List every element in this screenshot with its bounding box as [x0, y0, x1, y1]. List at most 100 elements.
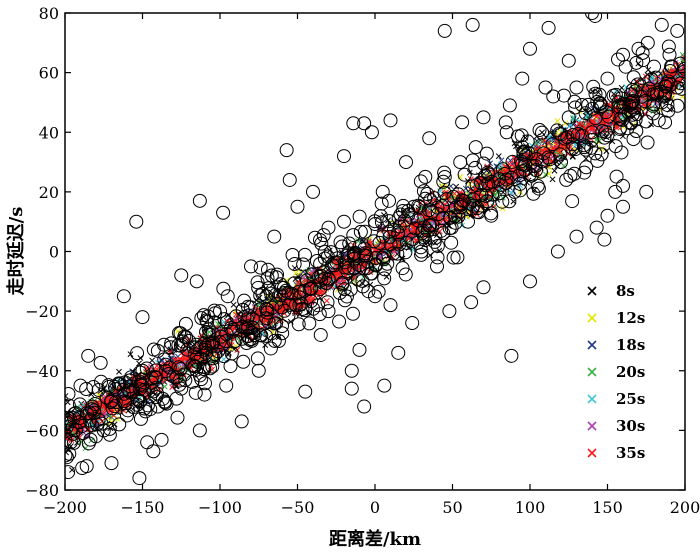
legend-item-20s: 20s [587, 363, 645, 381]
outlier-point [382, 229, 397, 244]
series-point [536, 144, 542, 151]
outlier-point [660, 76, 675, 91]
outlier-point [319, 276, 334, 291]
outlier-point [357, 399, 372, 414]
outlier-point [444, 235, 459, 250]
series-point [408, 222, 415, 229]
outlier-point [597, 232, 612, 247]
y-axis-title: 走时延迟/s [6, 207, 27, 296]
ticks-layer: −200 −150 −100 −50 0 50 100 150 200−80−60−40−200… [25, 4, 700, 517]
series-point [583, 155, 589, 162]
outlier-point [158, 364, 173, 379]
outlier-point [120, 408, 134, 423]
outlier-point [589, 220, 604, 235]
outlier-point [216, 205, 231, 220]
series-point [507, 157, 514, 164]
outlier-point [581, 97, 596, 112]
outlier-point [560, 130, 575, 145]
outlier-point [622, 98, 637, 113]
outlier-point [437, 165, 452, 180]
series-point [539, 129, 545, 136]
outlier-point [178, 316, 193, 331]
outlier-point [479, 146, 494, 161]
outlier-point [132, 382, 147, 397]
outlier-point [132, 471, 147, 486]
outlier-point [244, 332, 259, 347]
outlier-point [104, 456, 119, 471]
legend-label: 30s [616, 417, 645, 435]
outlier-point [124, 370, 139, 385]
y-tick-label: 40 [39, 123, 59, 142]
outlier-point [593, 96, 608, 111]
outlier-point [437, 169, 452, 184]
outlier-point [600, 71, 615, 86]
outlier-point [626, 132, 641, 147]
outlier-point [283, 297, 298, 312]
outlier-point [368, 217, 383, 232]
outlier-point [175, 334, 190, 349]
outlier-point [413, 240, 428, 255]
outlier-point [405, 316, 420, 331]
outlier-point [304, 294, 319, 309]
series-point [569, 129, 576, 136]
series-point [359, 279, 365, 286]
outlier-point [383, 298, 398, 313]
outlier-point [198, 376, 213, 391]
outlier-point [345, 306, 360, 321]
outlier-point [217, 312, 232, 327]
series-point [453, 183, 460, 190]
outlier-point [468, 160, 483, 175]
outlier-point [640, 135, 655, 150]
outlier-point [673, 56, 685, 71]
outlier-point [352, 342, 367, 357]
outlier-point [502, 194, 517, 209]
outlier-point [657, 88, 672, 103]
outlier-point [518, 148, 533, 163]
outlier-point [662, 47, 677, 62]
legend-item-25s: 25s [587, 390, 645, 408]
series-point [610, 120, 617, 127]
series-point [403, 227, 410, 233]
outlier-point [514, 157, 529, 172]
outlier-point [102, 421, 117, 436]
outlier-point [132, 365, 147, 380]
series-point [548, 158, 555, 165]
outlier-point [291, 317, 306, 332]
outlier-point [418, 169, 433, 184]
outlier-point [594, 147, 609, 162]
series-point [556, 149, 563, 155]
y-tick-label: −80 [25, 481, 59, 500]
outlier-point [193, 351, 208, 366]
y-tick-label: −60 [25, 421, 59, 440]
outlier-point [465, 17, 480, 32]
legend-marker [587, 421, 597, 431]
outlier-point [395, 261, 410, 276]
x-tick-label: 200 [670, 498, 700, 517]
series-point [595, 89, 602, 96]
outlier-point [236, 354, 251, 369]
outlier-point [554, 155, 568, 170]
outlier-point [529, 163, 544, 178]
outlier-point [281, 308, 296, 323]
series-point [495, 153, 502, 160]
outlier-point [616, 178, 630, 193]
outlier-point [658, 115, 673, 130]
outlier-point [609, 169, 624, 184]
legend-marker [587, 367, 597, 377]
y-tick-label: 60 [39, 64, 59, 83]
outlier-point [568, 142, 583, 157]
outlier-point [661, 39, 676, 54]
legend-label: 35s [616, 444, 645, 462]
outlier-point [396, 198, 411, 213]
outlier-point [237, 309, 252, 324]
outlier-point [297, 247, 312, 262]
outlier-point [312, 307, 327, 322]
outlier-point [205, 326, 220, 341]
outlier-point [374, 196, 389, 211]
outlier-point [332, 314, 347, 329]
outlier-point [670, 80, 685, 95]
outlier-point [504, 348, 519, 363]
legend-label: 12s [616, 309, 645, 327]
x-tick-label: 50 [442, 498, 462, 517]
